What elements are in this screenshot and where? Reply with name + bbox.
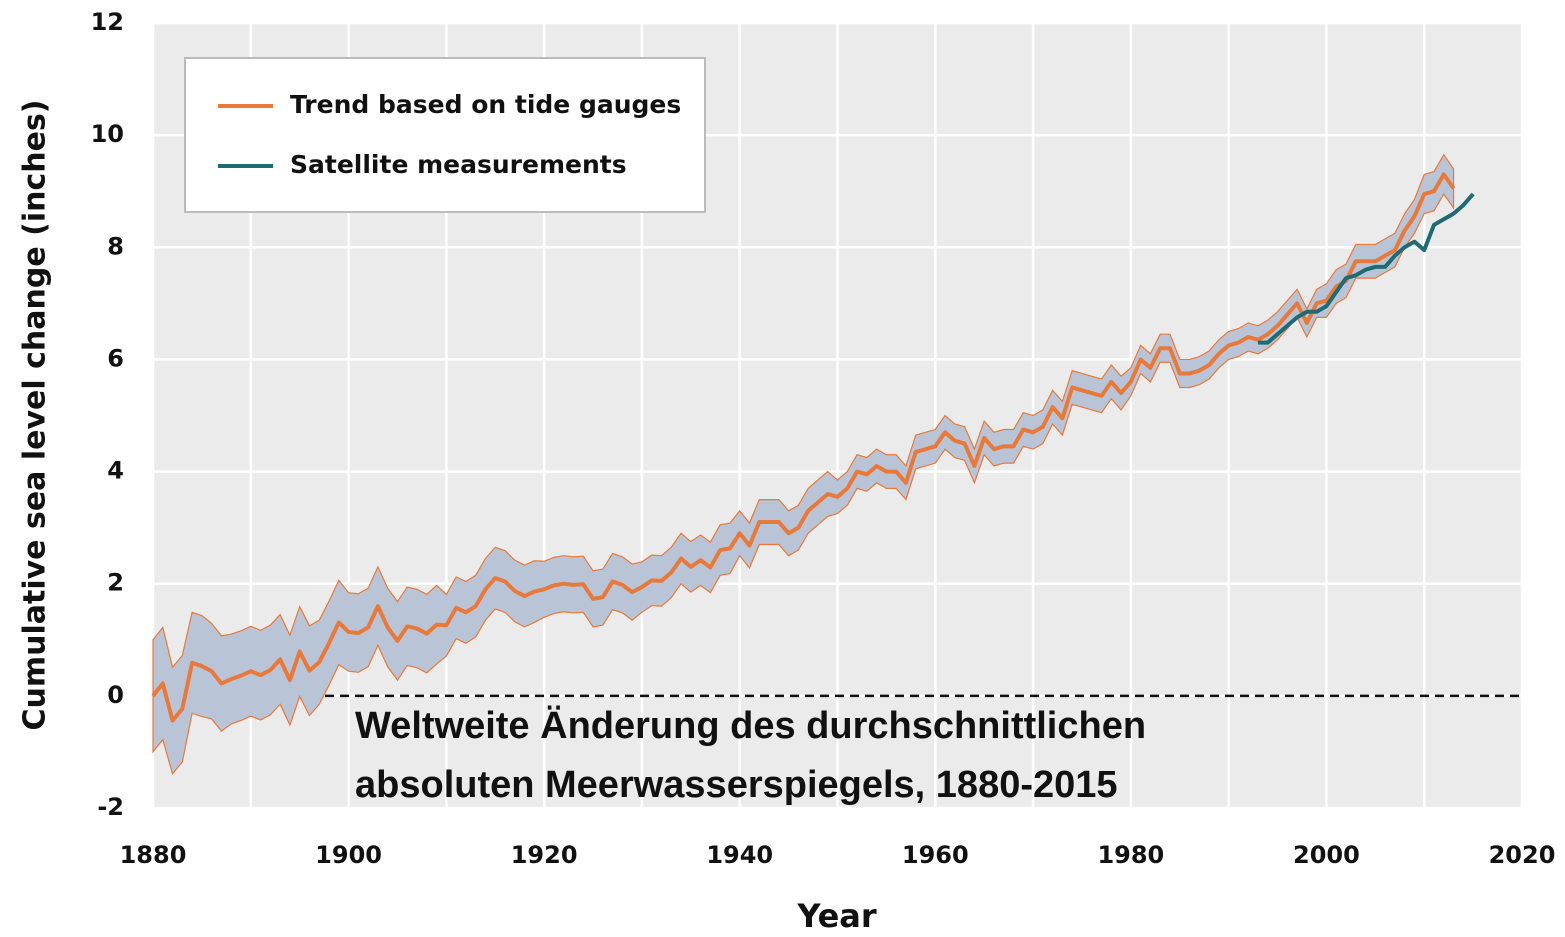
- data-line: [1257, 192, 1475, 345]
- y-tick-label: 0: [107, 681, 124, 709]
- x-tick-label: 1940: [706, 841, 773, 869]
- y-tick-label: 2: [107, 569, 124, 597]
- annotation: absoluten Meerwasserspiegels, 1880-2015: [355, 764, 1118, 806]
- uncertainty-band: [152, 153, 1455, 776]
- y-tick-label: 10: [91, 120, 124, 148]
- y-tick-label: 12: [91, 8, 124, 36]
- legend: Trend based on tide gauges Satellite meas…: [184, 57, 706, 213]
- x-tick-label: 1920: [511, 841, 578, 869]
- marks: [151, 153, 1522, 776]
- y-tick-label: 6: [107, 344, 124, 372]
- x-tick-label: 1880: [120, 841, 187, 869]
- legend-label: Satellite measurements: [290, 150, 627, 179]
- y-tick-label: 4: [107, 457, 124, 485]
- x-tick-label: 2000: [1293, 841, 1360, 869]
- legend-box: [184, 57, 706, 213]
- x-tick-label: 1900: [315, 841, 382, 869]
- y-tick-label: 8: [107, 232, 124, 260]
- x-tick-label: 1980: [1097, 841, 1164, 869]
- x-tick-label: 2020: [1489, 841, 1556, 869]
- legend-label: Trend based on tide gauges: [290, 90, 681, 119]
- data-line: [151, 172, 1456, 723]
- y-tick-label: -2: [97, 793, 124, 821]
- x-tick-label: 1960: [902, 841, 969, 869]
- y-axis-label: Cumulative sea level change (inches): [18, 99, 53, 730]
- annotation: Weltweite Änderung des durchschnittliche…: [355, 704, 1146, 747]
- x-axis-label: Year: [796, 897, 877, 935]
